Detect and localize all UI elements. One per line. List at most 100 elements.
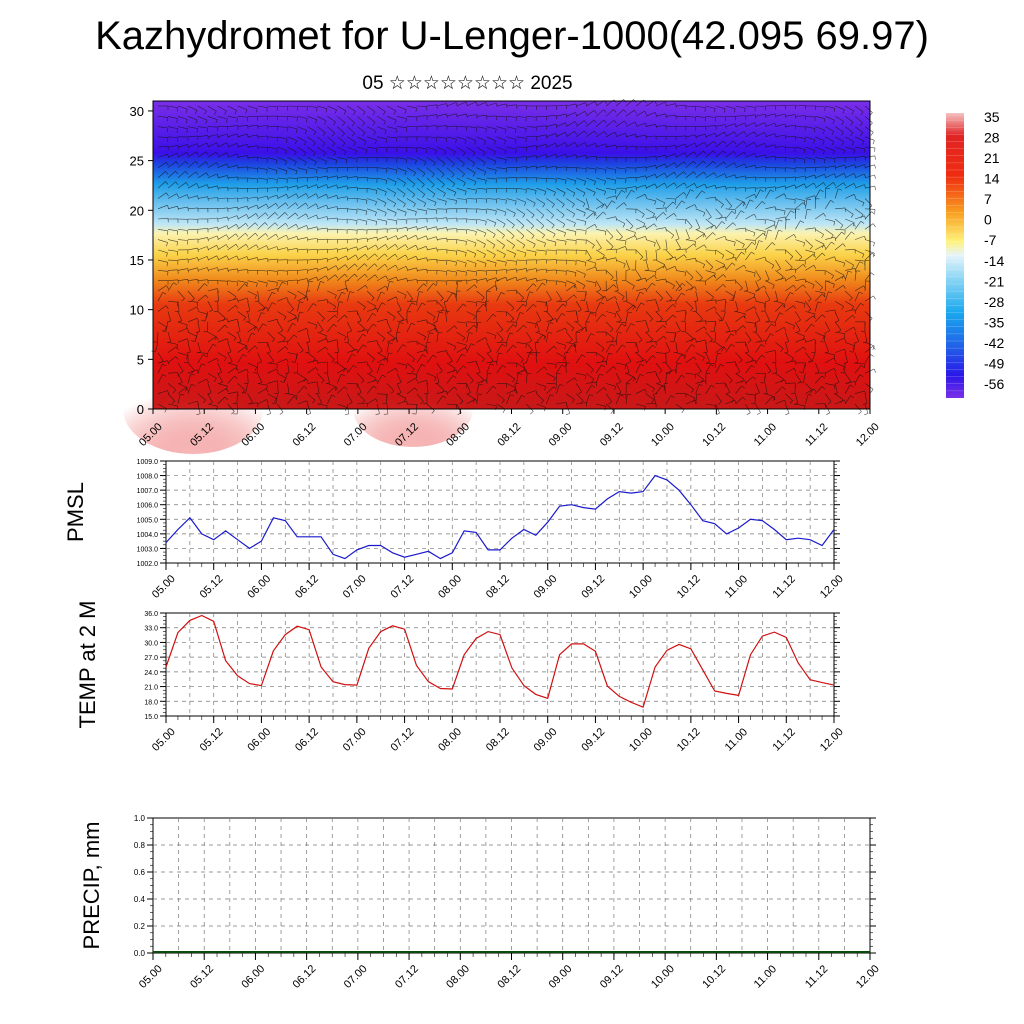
- wind-barb-flag: [342, 368, 346, 373]
- wind-barb: [675, 182, 685, 189]
- wind-barb: [207, 255, 217, 261]
- wind-barb-flag: [749, 199, 754, 202]
- wind-barb-flag: [244, 283, 248, 287]
- wind-barb: [824, 241, 832, 251]
- wind-barb-flag: [754, 165, 757, 170]
- wind-barb-flag: [864, 413, 869, 415]
- wind-barb-flag: [316, 169, 318, 174]
- wind-barb-flag: [572, 203, 575, 208]
- wind-barb: [347, 238, 358, 240]
- wind-barb-flag: [543, 366, 547, 370]
- wind-barb: [327, 175, 338, 179]
- wind-barb-flag: [475, 101, 478, 106]
- wind-barb: [287, 301, 294, 310]
- wind-barb: [735, 251, 742, 261]
- wind-barb: [466, 167, 476, 174]
- wind-barb-flag: [575, 154, 578, 159]
- wind-barb: [386, 227, 397, 230]
- wind-barb: [824, 321, 830, 331]
- wind-barb-flag: [396, 137, 398, 142]
- wind-barb: [456, 303, 464, 312]
- wind-barb: [714, 332, 716, 343]
- wind-barb: [277, 177, 288, 180]
- wind-barb: [247, 311, 250, 322]
- wind-barb: [805, 290, 812, 300]
- wind-barb: [526, 390, 536, 394]
- wind-barb-flag: [227, 133, 229, 138]
- wind-barb-flag: [664, 172, 667, 177]
- wind-barb-flag: [502, 364, 506, 368]
- wind-barb: [217, 267, 228, 271]
- wind-barb-flag: [322, 132, 326, 136]
- wind-barb: [536, 403, 546, 408]
- wind-barb-flag: [261, 312, 266, 315]
- wind-barb-flag: [234, 375, 238, 380]
- wind-barb: [745, 331, 752, 341]
- wind-barb: [446, 292, 453, 302]
- wind-barb-flag: [413, 172, 416, 177]
- wind-barb: [745, 321, 756, 324]
- wind-barb-flag: [835, 320, 840, 323]
- wind-barb-flag: [522, 214, 526, 218]
- wind-barb: [586, 187, 596, 193]
- wind-barb: [386, 235, 397, 240]
- wind-barb-flag: [323, 152, 326, 157]
- wind-barb-flag: [197, 401, 199, 405]
- wind-barb: [357, 198, 368, 201]
- wind-barb: [157, 171, 166, 179]
- wind-barb-flag: [455, 251, 457, 256]
- wind-barb: [775, 113, 786, 117]
- wind-barb-flag: [521, 225, 525, 229]
- wind-barb: [635, 218, 646, 224]
- wind-barb: [406, 302, 412, 312]
- wind-barb-flag: [694, 142, 697, 147]
- wind-barb: [476, 157, 486, 163]
- pmsl-x-tick-label: 06.12: [293, 573, 321, 601]
- wind-barb: [416, 319, 427, 323]
- temp-x-tick-label: 08.00: [436, 726, 464, 754]
- wind-barb: [506, 146, 517, 150]
- wind-barb-flag: [254, 366, 257, 371]
- wind-barb: [277, 146, 288, 151]
- wind-barb-flag: [850, 132, 854, 136]
- wind-barb-flag: [380, 363, 385, 366]
- wind-barb-flag: [501, 343, 506, 347]
- wind-barb-flag: [862, 202, 865, 207]
- wind-barb: [476, 115, 487, 117]
- wind-barb-flag: [564, 345, 567, 350]
- wind-barb: [327, 265, 337, 271]
- wind-barb-flag: [702, 160, 707, 165]
- wind-barb: [815, 229, 824, 235]
- wind-barb: [595, 364, 602, 374]
- wind-barb-flag: [425, 149, 427, 154]
- wind-barb: [576, 177, 586, 182]
- wind-barb-flag: [807, 298, 812, 302]
- wind-barb-flag: [774, 144, 777, 149]
- wind-barb: [705, 259, 714, 268]
- wind-barb: [496, 249, 506, 255]
- wind-barb-flag: [690, 189, 694, 192]
- wind-barb: [715, 185, 726, 189]
- wind-barb: [416, 302, 423, 312]
- wind-barb-flag: [604, 231, 607, 236]
- wind-barb-flag: [509, 332, 514, 335]
- wind-barb-flag: [753, 141, 757, 146]
- wind-barb-flag: [176, 118, 178, 123]
- wind-barb-flag: [733, 108, 736, 113]
- wind-barb-flag: [247, 125, 249, 130]
- wind-barb: [287, 105, 298, 107]
- wind-barb-flag: [324, 120, 327, 125]
- wind-barb-flag: [741, 385, 745, 389]
- wind-barb: [605, 353, 609, 363]
- section-y-tick-label: 5: [137, 352, 144, 367]
- wind-barb-flag: [689, 307, 694, 312]
- wind-barb-flag: [519, 312, 524, 315]
- wind-barb-flag: [194, 110, 198, 115]
- wind-barb: [496, 259, 507, 263]
- wind-barb-flag: [433, 321, 438, 323]
- wind-barb: [317, 266, 327, 271]
- wind-barb-flag: [535, 331, 540, 333]
- wind-barb: [526, 165, 537, 168]
- wind-barb: [416, 393, 424, 402]
- wind-barb-flag: [831, 241, 835, 245]
